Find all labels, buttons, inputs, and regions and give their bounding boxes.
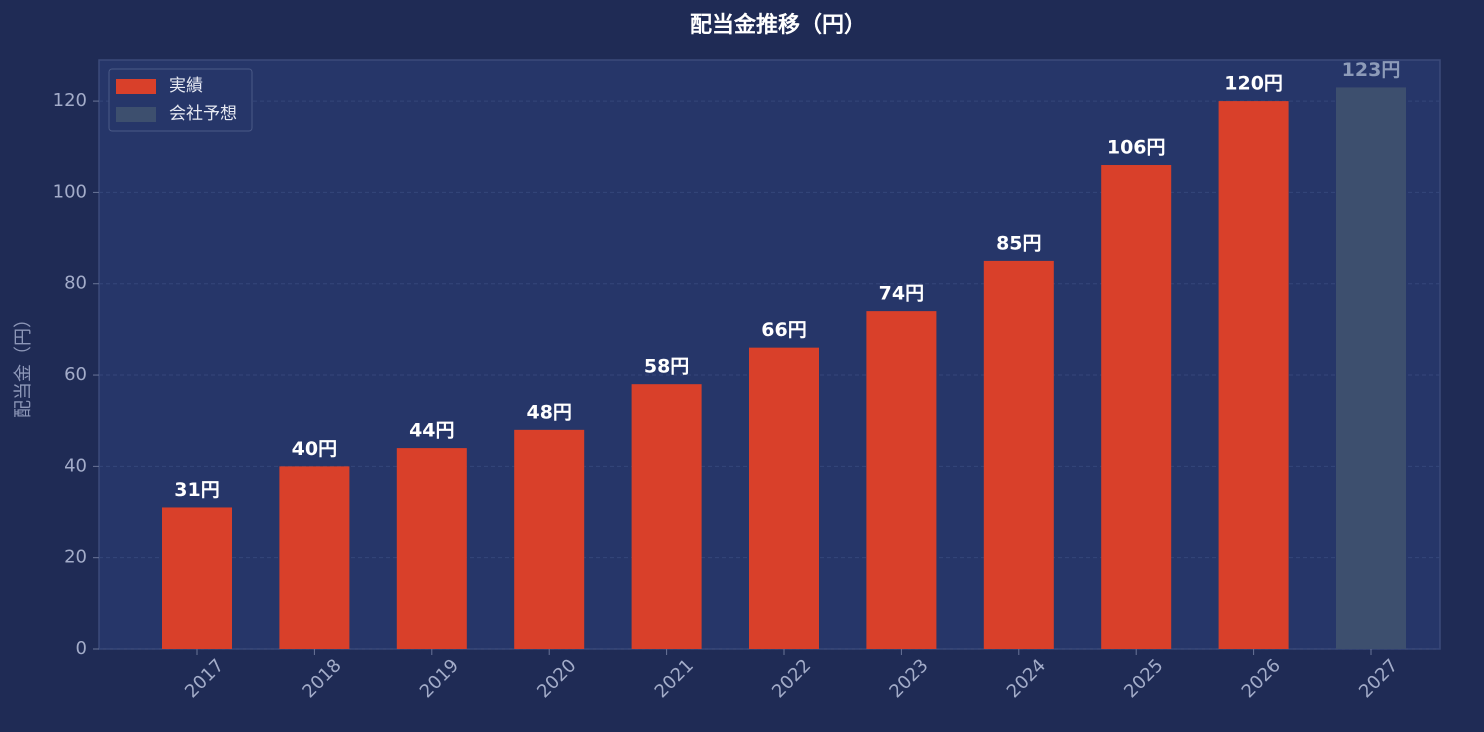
chart-title: 配当金推移（円） bbox=[690, 12, 866, 38]
bar bbox=[866, 311, 937, 649]
y-tick-label: 100 bbox=[53, 181, 87, 202]
bar bbox=[514, 429, 585, 649]
y-tick-label: 40 bbox=[64, 455, 87, 476]
y-tick-label: 120 bbox=[53, 90, 87, 111]
legend-label: 会社予想 bbox=[169, 104, 237, 124]
y-axis-label: 配当金（円） bbox=[13, 310, 34, 418]
y-tick-label: 80 bbox=[64, 273, 87, 294]
value-label: 106円 bbox=[1107, 137, 1166, 159]
bar bbox=[983, 260, 1054, 649]
value-label: 48円 bbox=[526, 401, 571, 423]
bar bbox=[1336, 87, 1406, 650]
bar bbox=[1218, 101, 1289, 650]
bars: 31円 40円 44円 48円 58円 66円 74円 85円 106円 120円 123円 bbox=[162, 59, 1406, 650]
value-label: 123円 bbox=[1342, 59, 1401, 81]
value-label: 74円 bbox=[879, 283, 924, 305]
legend-swatch bbox=[116, 79, 156, 94]
y-tick-label: 60 bbox=[64, 364, 87, 385]
bar bbox=[279, 466, 350, 649]
bar bbox=[162, 507, 232, 649]
value-label: 85円 bbox=[996, 232, 1041, 254]
bar bbox=[631, 384, 702, 649]
value-label: 44円 bbox=[409, 420, 454, 442]
value-label: 40円 bbox=[292, 438, 337, 460]
bar bbox=[749, 347, 819, 649]
value-label: 66円 bbox=[761, 319, 806, 341]
y-tick-label: 0 bbox=[76, 638, 87, 659]
value-label: 58円 bbox=[644, 356, 689, 378]
bar bbox=[1101, 165, 1172, 649]
legend-label: 実績 bbox=[169, 76, 203, 96]
legend-swatch bbox=[116, 107, 156, 122]
value-label: 31円 bbox=[174, 479, 219, 501]
bar bbox=[396, 448, 467, 649]
y-tick-label: 20 bbox=[64, 547, 87, 568]
value-label: 120円 bbox=[1224, 73, 1283, 95]
